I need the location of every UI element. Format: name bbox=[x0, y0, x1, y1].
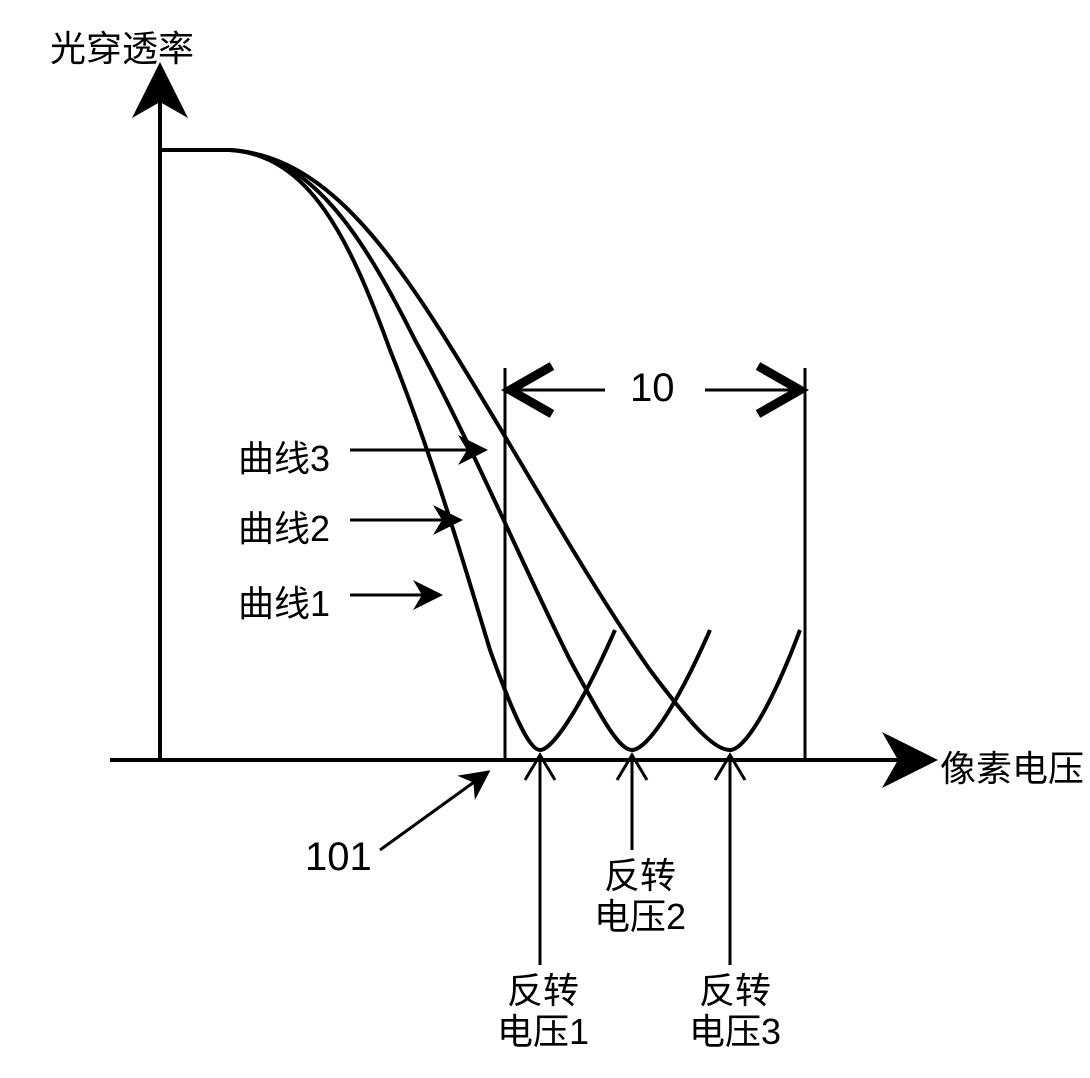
x-tick-3: 反转电压3 bbox=[680, 970, 790, 1053]
x-tick-1: 反转电压1 bbox=[488, 970, 598, 1053]
y-axis-label: 光穿透率 bbox=[50, 20, 194, 72]
x-tick-2: 反转电压2 bbox=[585, 855, 695, 938]
curve3-label: 曲线3 bbox=[238, 430, 330, 482]
ref-101-label: 101 bbox=[305, 835, 372, 880]
curve1-label: 曲线1 bbox=[238, 575, 330, 627]
curve2-label: 曲线2 bbox=[238, 500, 330, 552]
region-label: 10 bbox=[630, 366, 675, 411]
ref-101-arrow bbox=[380, 772, 488, 850]
diagram-container: 光穿透率 像素电压 曲线3 曲线2 曲线1 10 101 反转电压1 反转电压2… bbox=[30, 20, 1070, 1060]
chart-svg bbox=[30, 20, 1070, 1060]
x-axis-label: 像素电压 bbox=[940, 740, 1084, 792]
